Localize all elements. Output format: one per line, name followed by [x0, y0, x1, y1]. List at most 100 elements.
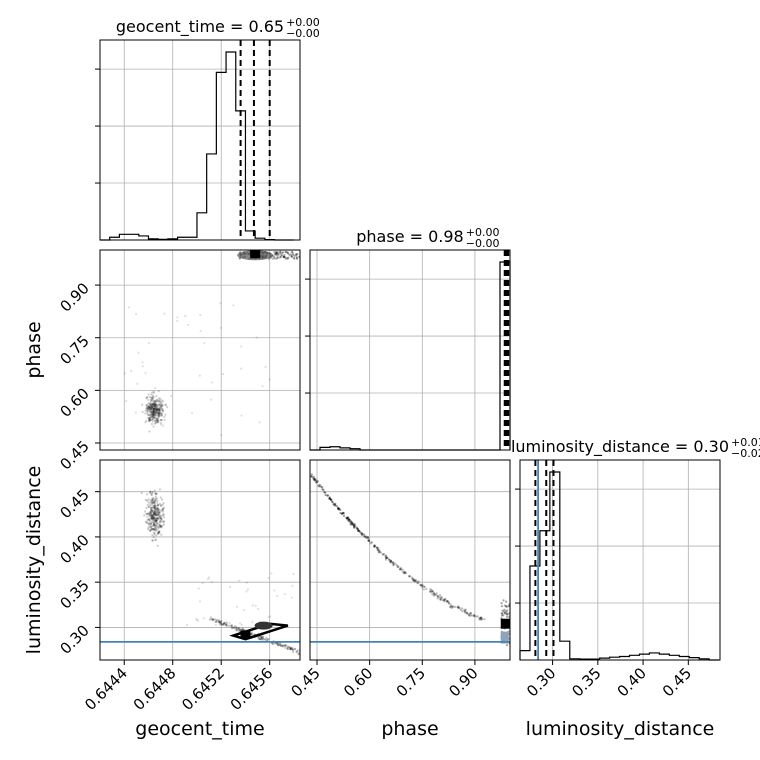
sample-point: [150, 517, 153, 521]
sample-point: [147, 418, 151, 421]
sample-point: [403, 570, 406, 573]
sample-point: [162, 523, 165, 526]
sample-point: [283, 255, 286, 259]
sample-point: [157, 419, 160, 422]
sample-point: [156, 403, 159, 406]
sample-point: [356, 527, 359, 531]
x-axis-label-geocent_time: geocent_time: [135, 718, 264, 740]
sample-point: [465, 612, 469, 615]
sample-point: [151, 490, 154, 494]
sample-point: [153, 422, 156, 425]
sample-point: [153, 504, 156, 507]
y-tick-label-luminosity_distance-2: 0.40: [56, 531, 92, 567]
sample-point: [150, 517, 153, 520]
sample-point: [147, 405, 150, 408]
sample-point: [155, 408, 159, 411]
sample-point: [222, 623, 225, 627]
sample-point: [290, 255, 293, 258]
sample-point: [250, 633, 253, 636]
sample-point: [323, 491, 326, 494]
sample-point: [276, 643, 279, 646]
sample-point: [146, 521, 149, 524]
sample-point: [389, 559, 393, 562]
sample-point: [463, 610, 466, 613]
sample-point: [363, 535, 366, 538]
sample-point: [363, 535, 367, 538]
sample-point: [158, 412, 161, 415]
sample-point: [147, 528, 150, 531]
sample-point: [152, 512, 156, 515]
sample-point: [351, 522, 354, 526]
sample-point: [150, 393, 153, 396]
sample-point: [144, 409, 147, 412]
sample-point: [150, 403, 153, 406]
sample-point: [456, 605, 459, 609]
sample-point: [291, 251, 294, 254]
sample-point: [151, 499, 154, 502]
sample-point: [152, 509, 155, 512]
sample-point: [302, 653, 304, 655]
sample-point: [151, 397, 154, 400]
sample-point: [395, 564, 398, 567]
sample-point: [388, 558, 391, 562]
sample-point: [152, 416, 156, 419]
sample-point: [150, 418, 154, 422]
sample-point: [153, 407, 156, 411]
sample-point: [152, 411, 155, 414]
sample-point: [150, 413, 153, 417]
sample-point: [157, 532, 160, 535]
sample-point: [156, 504, 160, 507]
sample-point: [479, 616, 483, 620]
sample-point: [162, 513, 165, 516]
sample-point: [156, 407, 159, 410]
sample-point: [338, 507, 341, 510]
sample-point: [328, 497, 331, 500]
sample-point: [158, 531, 161, 534]
sample-point: [237, 627, 240, 630]
sample-point: [162, 502, 165, 505]
sample-point: [328, 496, 331, 500]
sample-point: [467, 613, 471, 616]
sample-point: [149, 508, 153, 511]
sample-point: [153, 529, 157, 532]
sample-point: [149, 522, 153, 525]
sample-point: [149, 510, 152, 514]
sample-point: [155, 507, 158, 511]
sample-point: [146, 503, 149, 506]
sample-point: [156, 419, 159, 422]
sample-point: [386, 556, 389, 559]
sample-point: [384, 555, 387, 558]
sample-point: [156, 419, 159, 422]
sample-point: [156, 522, 159, 525]
sample-point: [283, 253, 286, 257]
sample-point: [269, 615, 272, 618]
sample-point: [239, 622, 242, 625]
sample-point: [151, 412, 154, 415]
sample-point: [152, 506, 156, 509]
sample-point: [153, 414, 156, 417]
sample-point: [445, 600, 449, 603]
sample-point: [425, 587, 428, 590]
sample-point: [152, 409, 155, 413]
sample-point: [381, 553, 384, 556]
sample-point: [218, 621, 221, 624]
sample-point: [339, 508, 342, 511]
sample-point: [151, 491, 154, 495]
sample-point: [141, 403, 144, 406]
sample-point: [473, 614, 476, 618]
sample-point: [251, 604, 254, 607]
sample-point: [505, 612, 508, 615]
sample-point: [347, 516, 350, 519]
sample-point: [157, 530, 161, 534]
sample-point: [153, 510, 156, 514]
sample-point: [392, 562, 395, 566]
sample-point: [387, 558, 391, 561]
sample-point: [376, 546, 379, 549]
sample-point: [154, 404, 157, 407]
sample-point: [151, 415, 155, 418]
sample-point: [282, 256, 285, 259]
sample-point: [230, 625, 234, 628]
sample-point: [225, 623, 228, 626]
sample-point: [324, 493, 327, 496]
sample-point: [391, 561, 395, 564]
